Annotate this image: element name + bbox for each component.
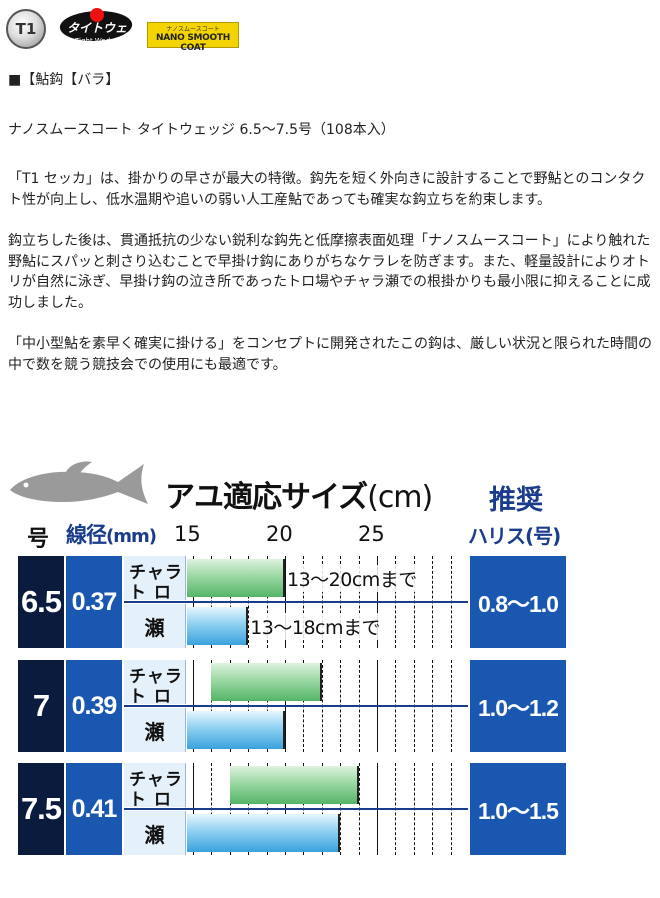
size-range-bar <box>187 711 285 749</box>
water-type-label: チャラト ロ <box>124 763 186 810</box>
wire-diameter-cell: 0.39 <box>66 660 122 752</box>
col-size-header: 号 <box>27 527 50 552</box>
range-row: 瀬 <box>124 708 468 752</box>
size-range-bar <box>229 766 359 804</box>
chart-title: アユ適応サイズ(cm) <box>165 472 433 516</box>
size-range-grid: チャラト ロ瀬 <box>124 660 468 752</box>
description-paragraph-3: 「中小型鮎を素早く確実に掛ける」をコンセプトに開発されたこの鈎は、厳しい状況と限… <box>8 336 652 373</box>
product-line: ナノスムースコート タイトウェッジ 6.5〜7.5号（108本入） <box>8 122 395 138</box>
range-row: 瀬 13〜18cmまで <box>124 604 468 648</box>
water-type-label-line-2: ト ロ <box>129 790 172 810</box>
water-type-label: 瀬 <box>124 811 186 855</box>
col-wire-unit: (mm) <box>106 526 157 547</box>
range-row: チャラト ロ 13〜20cmまで <box>124 556 468 603</box>
range-note: 13〜20cmまで <box>287 565 417 592</box>
water-type-label: チャラト ロ <box>124 660 186 707</box>
col-recommend-header: 推奨 <box>489 485 543 516</box>
harris-cell: 1.0〜1.5 <box>470 763 566 855</box>
description-paragraph-1: 「T1 セッカ」は、掛かりの早さが最大の特徴。鈎先を短く外向きに設計することで野… <box>8 171 646 208</box>
size-range-grid: チャラト ロ瀬 <box>124 763 468 855</box>
x-tick-15: 15 <box>174 522 201 546</box>
size-range-bar <box>211 663 322 701</box>
tight-wedge-logo-text: タイトウェッジ <box>66 21 127 52</box>
harris-cell: 1.0〜1.2 <box>470 660 566 752</box>
water-type-label-line-2: ト ロ <box>129 687 172 707</box>
nano-smooth-coat-logo: ナノスムースコート NANO SMOOTH COAT <box>147 22 239 53</box>
harris-cell: 0.8〜1.0 <box>470 556 566 648</box>
size-group-6.5: 6.5 0.37 0.8〜1.0 チャラト ロ 13〜20cmまで瀬 13〜18cmまで <box>18 556 566 648</box>
size-cell: 6.5 <box>18 556 64 648</box>
section-heading: ■【鮎鈎【バラ】 <box>8 72 120 88</box>
ayu-fish-icon <box>10 461 148 504</box>
description-paragraph-2: 鈎立ちした後は、貫通抵抗の少ない鋭利な鈎先と低摩擦表面処理「ナノスムースコート」… <box>8 233 651 311</box>
range-row: チャラト ロ <box>124 763 468 810</box>
row-separator <box>124 808 468 810</box>
size-range-bar <box>187 559 285 597</box>
chart-title-unit: (cm) <box>367 480 433 515</box>
col-wire-header: 線径(mm) <box>66 519 157 549</box>
nano-logo-small-text: ナノスムースコート <box>166 26 220 33</box>
range-row: 瀬 <box>124 811 468 855</box>
water-type-label-line-2: ト ロ <box>129 583 172 603</box>
water-type-label: 瀬 <box>124 604 186 648</box>
water-type-label-line-1: 瀬 <box>144 822 165 847</box>
tight-wedge-logo: タイトウェッジ Tight Wedge <box>56 8 136 52</box>
water-type-label-line-1: 瀬 <box>144 615 165 640</box>
water-type-label-line-1: チャラ <box>129 770 183 790</box>
water-type-label-line-1: 瀬 <box>144 719 165 744</box>
x-tick-20: 20 <box>266 522 293 546</box>
water-type-label: チャラト ロ <box>124 556 186 603</box>
water-type-label-line-1: チャラ <box>129 563 183 583</box>
wire-diameter-cell: 0.37 <box>66 556 122 648</box>
range-note: 13〜18cmまで <box>250 613 380 640</box>
col-wire-label: 線径 <box>66 523 107 547</box>
size-range-bar <box>187 607 249 645</box>
size-range-grid: チャラト ロ 13〜20cmまで瀬 13〜18cmまで <box>124 556 468 648</box>
t1-logo: T1 <box>6 9 46 49</box>
tight-wedge-dot <box>90 8 104 22</box>
size-range-bar <box>187 814 341 852</box>
size-group-7.5: 7.5 0.41 1.0〜1.5 チャラト ロ瀬 <box>18 763 566 855</box>
water-type-label-line-1: チャラ <box>129 667 183 687</box>
row-separator <box>124 601 468 603</box>
wire-diameter-cell: 0.41 <box>66 763 122 855</box>
size-cell: 7 <box>18 660 64 752</box>
size-group-7: 7 0.39 1.0〜1.2 チャラト ロ瀬 <box>18 660 566 752</box>
range-row: チャラト ロ <box>124 660 468 707</box>
nano-logo-main-text: NANO SMOOTH COAT <box>156 33 230 53</box>
size-cell: 7.5 <box>18 763 64 855</box>
t1-logo-text: T1 <box>15 20 37 38</box>
x-tick-25: 25 <box>358 522 385 546</box>
tight-wedge-logo-subtext: Tight Wedge <box>75 37 119 45</box>
row-separator <box>124 705 468 707</box>
water-type-label: 瀬 <box>124 708 186 752</box>
chart-title-text: アユ適応サイズ <box>165 480 368 515</box>
col-harris-header: ハリス(号) <box>468 524 561 548</box>
